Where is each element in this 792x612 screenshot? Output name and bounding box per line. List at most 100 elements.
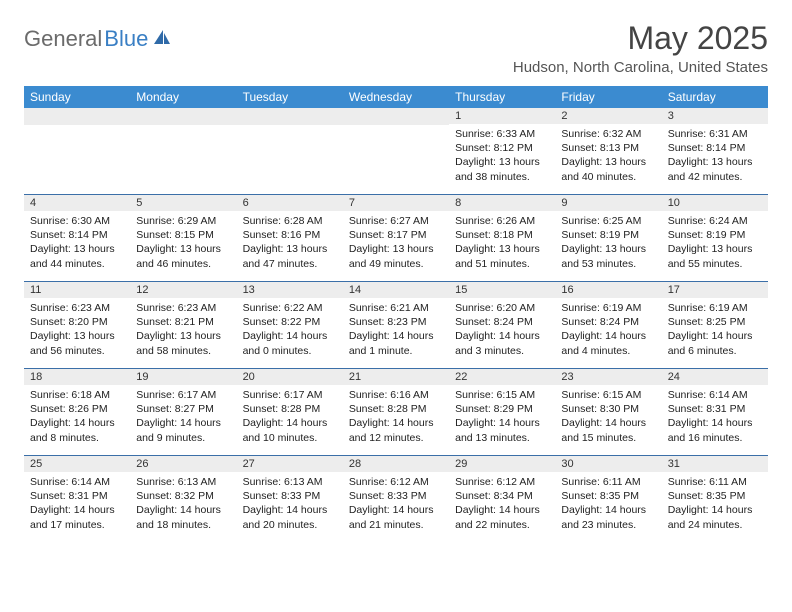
sunrise-text: Sunrise: 6:19 AM bbox=[668, 301, 762, 315]
day-number: 7 bbox=[343, 195, 449, 211]
sunrise-text: Sunrise: 6:28 AM bbox=[243, 214, 337, 228]
daylight-text: Daylight: 14 hours and 13 minutes. bbox=[455, 416, 549, 444]
day-cell: 7Sunrise: 6:27 AMSunset: 8:17 PMDaylight… bbox=[343, 195, 449, 281]
sunrise-text: Sunrise: 6:19 AM bbox=[561, 301, 655, 315]
day-body: Sunrise: 6:25 AMSunset: 8:19 PMDaylight:… bbox=[555, 211, 661, 275]
day-body: Sunrise: 6:15 AMSunset: 8:30 PMDaylight:… bbox=[555, 385, 661, 449]
day-number: 15 bbox=[449, 282, 555, 298]
day-cell bbox=[343, 108, 449, 194]
weekday-wed: Wednesday bbox=[343, 86, 449, 108]
month-title: May 2025 bbox=[513, 20, 768, 57]
day-cell: 16Sunrise: 6:19 AMSunset: 8:24 PMDayligh… bbox=[555, 282, 661, 368]
day-number: 17 bbox=[662, 282, 768, 298]
weekday-mon: Monday bbox=[130, 86, 236, 108]
sunset-text: Sunset: 8:24 PM bbox=[455, 315, 549, 329]
day-cell: 9Sunrise: 6:25 AMSunset: 8:19 PMDaylight… bbox=[555, 195, 661, 281]
sunrise-text: Sunrise: 6:25 AM bbox=[561, 214, 655, 228]
logo: GeneralBlue bbox=[24, 26, 172, 52]
day-cell: 6Sunrise: 6:28 AMSunset: 8:16 PMDaylight… bbox=[237, 195, 343, 281]
day-body: Sunrise: 6:32 AMSunset: 8:13 PMDaylight:… bbox=[555, 124, 661, 188]
sunset-text: Sunset: 8:28 PM bbox=[243, 402, 337, 416]
sunrise-text: Sunrise: 6:12 AM bbox=[455, 475, 549, 489]
daylight-text: Daylight: 13 hours and 46 minutes. bbox=[136, 242, 230, 270]
day-body: Sunrise: 6:23 AMSunset: 8:20 PMDaylight:… bbox=[24, 298, 130, 362]
day-cell: 15Sunrise: 6:20 AMSunset: 8:24 PMDayligh… bbox=[449, 282, 555, 368]
sunset-text: Sunset: 8:28 PM bbox=[349, 402, 443, 416]
day-number: 8 bbox=[449, 195, 555, 211]
day-number: 2 bbox=[555, 108, 661, 124]
weekday-thu: Thursday bbox=[449, 86, 555, 108]
daylight-text: Daylight: 13 hours and 55 minutes. bbox=[668, 242, 762, 270]
day-number: 9 bbox=[555, 195, 661, 211]
sunset-text: Sunset: 8:14 PM bbox=[30, 228, 124, 242]
day-cell: 13Sunrise: 6:22 AMSunset: 8:22 PMDayligh… bbox=[237, 282, 343, 368]
weekday-header: Sunday Monday Tuesday Wednesday Thursday… bbox=[24, 86, 768, 108]
day-cell bbox=[24, 108, 130, 194]
sunrise-text: Sunrise: 6:23 AM bbox=[136, 301, 230, 315]
day-body: Sunrise: 6:11 AMSunset: 8:35 PMDaylight:… bbox=[555, 472, 661, 536]
sunrise-text: Sunrise: 6:32 AM bbox=[561, 127, 655, 141]
daylight-text: Daylight: 14 hours and 10 minutes. bbox=[243, 416, 337, 444]
day-number bbox=[343, 108, 449, 125]
sunrise-text: Sunrise: 6:18 AM bbox=[30, 388, 124, 402]
sunset-text: Sunset: 8:24 PM bbox=[561, 315, 655, 329]
day-number: 23 bbox=[555, 369, 661, 385]
header: GeneralBlue May 2025 Hudson, North Carol… bbox=[24, 20, 768, 76]
weekday-fri: Friday bbox=[555, 86, 661, 108]
day-body: Sunrise: 6:14 AMSunset: 8:31 PMDaylight:… bbox=[24, 472, 130, 536]
day-cell: 14Sunrise: 6:21 AMSunset: 8:23 PMDayligh… bbox=[343, 282, 449, 368]
week-row: 1Sunrise: 6:33 AMSunset: 8:12 PMDaylight… bbox=[24, 108, 768, 194]
day-body: Sunrise: 6:29 AMSunset: 8:15 PMDaylight:… bbox=[130, 211, 236, 275]
day-number: 20 bbox=[237, 369, 343, 385]
day-body: Sunrise: 6:28 AMSunset: 8:16 PMDaylight:… bbox=[237, 211, 343, 275]
day-body: Sunrise: 6:15 AMSunset: 8:29 PMDaylight:… bbox=[449, 385, 555, 449]
sunset-text: Sunset: 8:20 PM bbox=[30, 315, 124, 329]
day-cell: 24Sunrise: 6:14 AMSunset: 8:31 PMDayligh… bbox=[662, 369, 768, 455]
sunset-text: Sunset: 8:13 PM bbox=[561, 141, 655, 155]
day-cell: 28Sunrise: 6:12 AMSunset: 8:33 PMDayligh… bbox=[343, 456, 449, 542]
day-cell: 17 Sunrise: 6:19 AMSunset: 8:25 PMDayligh… bbox=[662, 282, 768, 368]
day-number: 16 bbox=[555, 282, 661, 298]
sunrise-text: Sunrise: 6:17 AM bbox=[243, 388, 337, 402]
sunset-text: Sunset: 8:32 PM bbox=[136, 489, 230, 503]
day-number: 25 bbox=[24, 456, 130, 472]
daylight-text: Daylight: 14 hours and 6 minutes. bbox=[668, 329, 762, 357]
day-number: 3 bbox=[662, 108, 768, 124]
sunset-text: Sunset: 8:33 PM bbox=[243, 489, 337, 503]
sunrise-text: Sunrise: 6:14 AM bbox=[30, 475, 124, 489]
sunrise-text: Sunrise: 6:31 AM bbox=[668, 127, 762, 141]
daylight-text: Daylight: 13 hours and 49 minutes. bbox=[349, 242, 443, 270]
week-row: 18Sunrise: 6:18 AMSunset: 8:26 PMDayligh… bbox=[24, 368, 768, 455]
sunset-text: Sunset: 8:18 PM bbox=[455, 228, 549, 242]
week-row: 25Sunrise: 6:14 AMSunset: 8:31 PMDayligh… bbox=[24, 455, 768, 542]
day-body: Sunrise: 6:22 AMSunset: 8:22 PMDaylight:… bbox=[237, 298, 343, 362]
daylight-text: Daylight: 14 hours and 15 minutes. bbox=[561, 416, 655, 444]
daylight-text: Daylight: 14 hours and 23 minutes. bbox=[561, 503, 655, 531]
day-cell: 1Sunrise: 6:33 AMSunset: 8:12 PMDaylight… bbox=[449, 108, 555, 194]
day-body: Sunrise: 6:30 AMSunset: 8:14 PMDaylight:… bbox=[24, 211, 130, 275]
sunset-text: Sunset: 8:31 PM bbox=[668, 402, 762, 416]
day-number: 5 bbox=[130, 195, 236, 211]
sunrise-text: Sunrise: 6:11 AM bbox=[668, 475, 762, 489]
day-cell: 3Sunrise: 6:31 AMSunset: 8:14 PMDaylight… bbox=[662, 108, 768, 194]
sunset-text: Sunset: 8:15 PM bbox=[136, 228, 230, 242]
day-cell: 20 Sunrise: 6:17 AMSunset: 8:28 PMDayligh… bbox=[237, 369, 343, 455]
day-number: 14 bbox=[343, 282, 449, 298]
sunrise-text: Sunrise: 6:13 AM bbox=[136, 475, 230, 489]
sunset-text: Sunset: 8:29 PM bbox=[455, 402, 549, 416]
sunset-text: Sunset: 8:12 PM bbox=[455, 141, 549, 155]
daylight-text: Daylight: 14 hours and 16 minutes. bbox=[668, 416, 762, 444]
daylight-text: Daylight: 14 hours and 12 minutes. bbox=[349, 416, 443, 444]
daylight-text: Daylight: 13 hours and 42 minutes. bbox=[668, 155, 762, 183]
day-cell: 18Sunrise: 6:18 AMSunset: 8:26 PMDayligh… bbox=[24, 369, 130, 455]
day-number: 21 bbox=[343, 369, 449, 385]
sunset-text: Sunset: 8:30 PM bbox=[561, 402, 655, 416]
sunset-text: Sunset: 8:27 PM bbox=[136, 402, 230, 416]
day-number bbox=[24, 108, 130, 125]
week-row: 11Sunrise: 6:23 AMSunset: 8:20 PMDayligh… bbox=[24, 281, 768, 368]
sunrise-text: Sunrise: 6:14 AM bbox=[668, 388, 762, 402]
sunset-text: Sunset: 8:25 PM bbox=[668, 315, 762, 329]
calendar-page: GeneralBlue May 2025 Hudson, North Carol… bbox=[0, 0, 792, 562]
day-cell: 2Sunrise: 6:32 AMSunset: 8:13 PMDaylight… bbox=[555, 108, 661, 194]
logo-text-blue: Blue bbox=[104, 26, 148, 52]
